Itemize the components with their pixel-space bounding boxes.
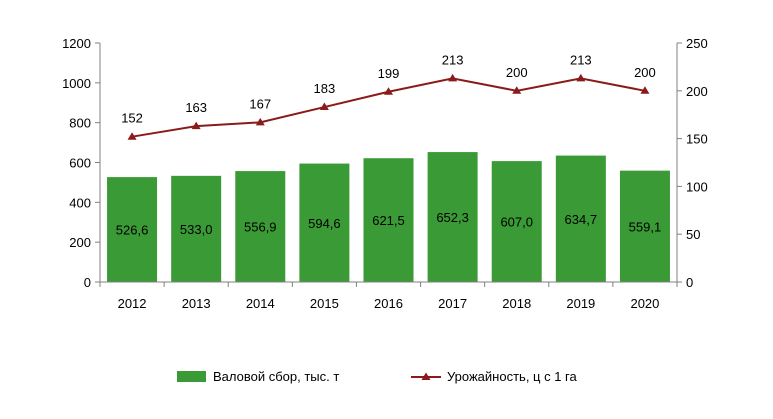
right-axis-tick-label: 200 — [686, 84, 708, 99]
line-data-label: 163 — [185, 100, 207, 115]
bar — [491, 161, 542, 282]
x-axis-tick-label: 2014 — [246, 296, 275, 311]
line-data-label: 152 — [121, 111, 143, 126]
bar — [171, 175, 222, 282]
line-marker — [576, 73, 586, 82]
right-axis-tick-label: 250 — [686, 36, 708, 51]
bar — [363, 158, 414, 282]
bar — [299, 163, 350, 282]
bar-data-label: 526,6 — [116, 223, 149, 238]
bar-data-label: 634,7 — [565, 212, 598, 227]
legend-line-marker — [421, 372, 431, 380]
right-axis-tick-label: 100 — [686, 179, 708, 194]
line-marker — [319, 102, 329, 111]
line-series: 152 163 167 183 199 213 200 213 200 — [121, 52, 656, 140]
left-axis-tick-label: 0 — [84, 275, 91, 290]
bar-data-label: 559,1 — [629, 219, 662, 234]
line-marker — [127, 132, 137, 140]
left-axis-tick-label: 200 — [69, 235, 91, 250]
right-axis-tick-label: 0 — [686, 275, 693, 290]
line-data-label: 200 — [506, 65, 528, 80]
line-marker — [640, 86, 650, 94]
bar — [235, 171, 286, 282]
left-axis-tick-label: 800 — [69, 116, 91, 131]
bar-data-label: 607,0 — [500, 215, 533, 230]
x-axis-tick-label: 2020 — [630, 296, 659, 311]
left-axis-tick-label: 1000 — [62, 76, 91, 91]
bar-series: 526,6 533,0 556,9 594,6 621,5 652,3 607,0 634,7… — [107, 152, 670, 282]
line-data-label: 167 — [249, 96, 271, 111]
left-axis-tick-label: 1200 — [62, 36, 91, 51]
left-axis-tick-label: 400 — [69, 195, 91, 210]
bar-data-label: 621,5 — [372, 213, 405, 228]
x-axis-tick-label: 2016 — [374, 296, 403, 311]
x-axis-tick-label: 2012 — [118, 296, 147, 311]
legend-bar-label: Валовой сбор, тыс. т — [213, 369, 339, 384]
right-axis-tick-label: 150 — [686, 132, 708, 147]
x-axis-tick-label: 2013 — [182, 296, 211, 311]
line-marker — [255, 117, 265, 126]
x-axis-tick-label: 2017 — [438, 296, 467, 311]
left-axis-tick-label: 600 — [69, 156, 91, 171]
right-axis-tick-label: 50 — [686, 227, 700, 242]
x-axis-tick-label: 2019 — [566, 296, 595, 311]
line-marker — [384, 87, 393, 95]
line-data-label: 213 — [570, 52, 592, 67]
bar — [619, 170, 670, 282]
line-data-label: 200 — [634, 65, 656, 80]
bar — [555, 155, 606, 282]
line-marker — [448, 73, 458, 82]
x-axis: 2012 2013 2014 2015 2016 2017 2018 2019 2020 — [99, 281, 678, 311]
bar — [107, 177, 158, 282]
bar — [427, 152, 478, 282]
line-data-label: 199 — [378, 66, 400, 81]
line-marker — [191, 121, 201, 130]
bar-data-label: 594,6 — [308, 216, 341, 231]
line-data-label: 183 — [314, 81, 336, 96]
line-path — [131, 77, 646, 138]
legend-bar-swatch — [177, 371, 206, 382]
legend: Валовой сбор, тыс. т Урожайность, ц с 1 … — [177, 369, 578, 384]
right-axis: 0 50 100 150 200 250 — [676, 36, 708, 290]
left-axis: 0 200 400 600 800 1000 1200 — [62, 36, 101, 290]
bar-data-label: 533,0 — [180, 222, 213, 237]
x-axis-tick-label: 2018 — [502, 296, 531, 311]
bar-data-label: 652,3 — [436, 210, 469, 225]
line-data-label: 213 — [442, 52, 464, 67]
bar-data-label: 556,9 — [244, 220, 277, 235]
x-axis-tick-label: 2015 — [310, 296, 339, 311]
legend-line-label: Урожайность, ц с 1 га — [447, 369, 578, 384]
line-marker — [512, 86, 522, 94]
